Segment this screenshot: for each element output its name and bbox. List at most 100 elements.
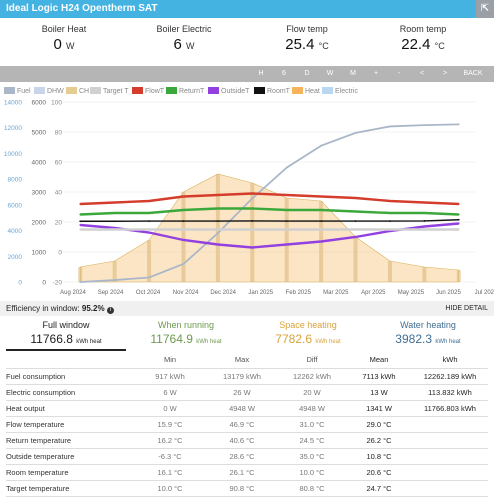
y-left-tick-label: 12000 xyxy=(4,125,22,132)
table-cell: 10.0 °C xyxy=(134,480,206,497)
legend-swatch xyxy=(132,87,143,94)
table-cell: 15.9 °C xyxy=(134,416,206,433)
legend-room-t[interactable]: RoomT xyxy=(254,87,290,95)
table-row: Room temperature 16.1 °C 26.1 °C 10.0 °C 20.… xyxy=(6,464,488,481)
data-point xyxy=(79,203,82,205)
table-cell: 10.0 °C xyxy=(278,464,346,481)
table-row: Heat output 0 W 4948 W 4948 W 1341 W 11766.80… xyxy=(6,400,488,417)
tab-space-heating[interactable]: Space heating 7782.6 kWh heat xyxy=(275,320,341,346)
legend-fuel[interactable]: Fuel xyxy=(4,87,31,95)
data-point xyxy=(216,243,219,246)
zoom-in-button[interactable]: + xyxy=(373,70,379,77)
table-cell: 10.8 °C xyxy=(346,448,412,465)
table-cell xyxy=(412,432,488,449)
legend-swatch xyxy=(90,87,101,94)
data-point xyxy=(285,194,288,196)
tab-when-running[interactable]: When running 11764.9 kWh heat xyxy=(150,320,222,346)
legend-swatch xyxy=(34,87,45,94)
table-cell: 26 W xyxy=(206,384,278,401)
table-header-row: Min Max Diff Mean kWh xyxy=(6,352,488,369)
table-cell: Room temperature xyxy=(6,464,134,481)
data-point xyxy=(354,131,357,134)
app-header: Ideal Logic H24 Opentherm SAT ⇱ xyxy=(0,0,494,18)
data-point xyxy=(423,225,426,228)
data-point xyxy=(113,201,116,204)
pan-left-button[interactable]: < xyxy=(419,70,425,77)
data-point xyxy=(79,224,82,226)
table-cell: 40.6 °C xyxy=(206,432,278,449)
y-mid-tick-label: 2000 xyxy=(32,220,47,227)
table-cell: 26.1 °C xyxy=(206,464,278,481)
range-hour-button[interactable]: H xyxy=(258,70,264,77)
heat-bar xyxy=(215,174,220,282)
range-day-button[interactable]: D xyxy=(304,70,310,77)
data-point xyxy=(182,263,185,265)
data-point xyxy=(113,228,116,231)
data-point xyxy=(423,220,426,222)
table-cell xyxy=(412,480,488,497)
data-point xyxy=(79,281,82,283)
data-point xyxy=(113,279,116,281)
legend-target-t[interactable]: Target T xyxy=(90,87,129,95)
table-cell: 4948 W xyxy=(206,400,278,417)
x-tick-label: Sep 2024 xyxy=(98,290,124,296)
range-6h-button[interactable]: 6 xyxy=(282,70,286,77)
x-tick-label: Dec 2024 xyxy=(210,290,236,296)
info-icon[interactable]: i xyxy=(106,307,114,314)
tab-water-heating[interactable]: Water heating 3982.3 kWh heat xyxy=(395,320,461,346)
y-left-tick-label: 4000 xyxy=(8,228,23,235)
legend-ch[interactable]: CH xyxy=(66,87,89,95)
range-month-button[interactable]: M xyxy=(350,70,356,77)
table-row: Target temperature 10.0 °C 90.8 °C 80.8 °C 2… xyxy=(6,480,488,497)
table-row: Flow temperature 15.9 °C 46.9 °C 31.0 °C 29.… xyxy=(6,416,488,433)
y-left-tick-label: 8000 xyxy=(8,177,23,184)
zoom-out-button[interactable]: - xyxy=(397,70,401,77)
data-point xyxy=(320,240,323,243)
heat-bar xyxy=(456,270,461,282)
y-right-tick-label: -20 xyxy=(53,280,63,287)
table-cell: 80.8 °C xyxy=(278,480,346,497)
legend-flow-t[interactable]: FlowT xyxy=(132,87,164,95)
y-mid-tick-label: 4000 xyxy=(32,160,47,167)
heat-bar xyxy=(112,261,117,282)
data-point xyxy=(285,243,288,246)
table-cell: 11766.803 kWh xyxy=(412,400,488,417)
series-line-returnt xyxy=(80,207,459,216)
legend-return-t[interactable]: ReturnT xyxy=(166,87,204,95)
legend-dhw[interactable]: DHW xyxy=(34,87,64,95)
data-point xyxy=(423,201,426,204)
back-button[interactable]: BACK xyxy=(463,70,483,77)
table-cell: 7113 kWh xyxy=(346,368,412,385)
table-cell: 20 W xyxy=(278,384,346,401)
legend-heat[interactable]: Heat xyxy=(292,87,320,95)
data-point xyxy=(285,220,288,222)
y-mid-tick-label: 5000 xyxy=(32,130,47,137)
data-point xyxy=(457,222,460,225)
table-cell: 12262 kWh xyxy=(278,368,346,385)
heat-bar xyxy=(250,183,255,282)
legend-electric[interactable]: Electric xyxy=(322,87,358,95)
table-cell: 113.832 kWh xyxy=(412,384,488,401)
hide-detail-button[interactable]: HIDE DETAIL xyxy=(445,305,488,312)
tab-full-window[interactable]: Full window 11766.8 kWh heat xyxy=(30,320,102,346)
data-point xyxy=(148,212,150,214)
expand-icon[interactable]: ⇱ xyxy=(476,0,494,18)
pan-right-button[interactable]: > xyxy=(442,70,448,77)
data-point xyxy=(457,123,460,126)
y-left-tick-label: 6000 xyxy=(8,202,23,209)
y-mid-tick-label: 0 xyxy=(42,280,46,287)
y-left-tick-label: 2000 xyxy=(8,254,23,261)
series-line-fuel xyxy=(80,123,459,283)
data-point xyxy=(216,207,219,210)
table-cell: 13179 kWh xyxy=(206,368,278,385)
history-chart[interactable]: 0200040006000800010000120001400001000200… xyxy=(0,96,494,301)
table-row: Outside temperature -6.3 °C 28.6 °C 35.0 °C… xyxy=(6,448,488,465)
table-cell: 24.5 °C xyxy=(278,432,346,449)
header-min: Min xyxy=(134,352,206,369)
data-point xyxy=(285,209,288,211)
data-point xyxy=(148,231,150,234)
range-week-button[interactable]: W xyxy=(326,70,334,77)
data-point xyxy=(113,212,116,214)
heat-bar xyxy=(284,198,289,282)
legend-outside-t[interactable]: OutsideT xyxy=(208,87,249,95)
